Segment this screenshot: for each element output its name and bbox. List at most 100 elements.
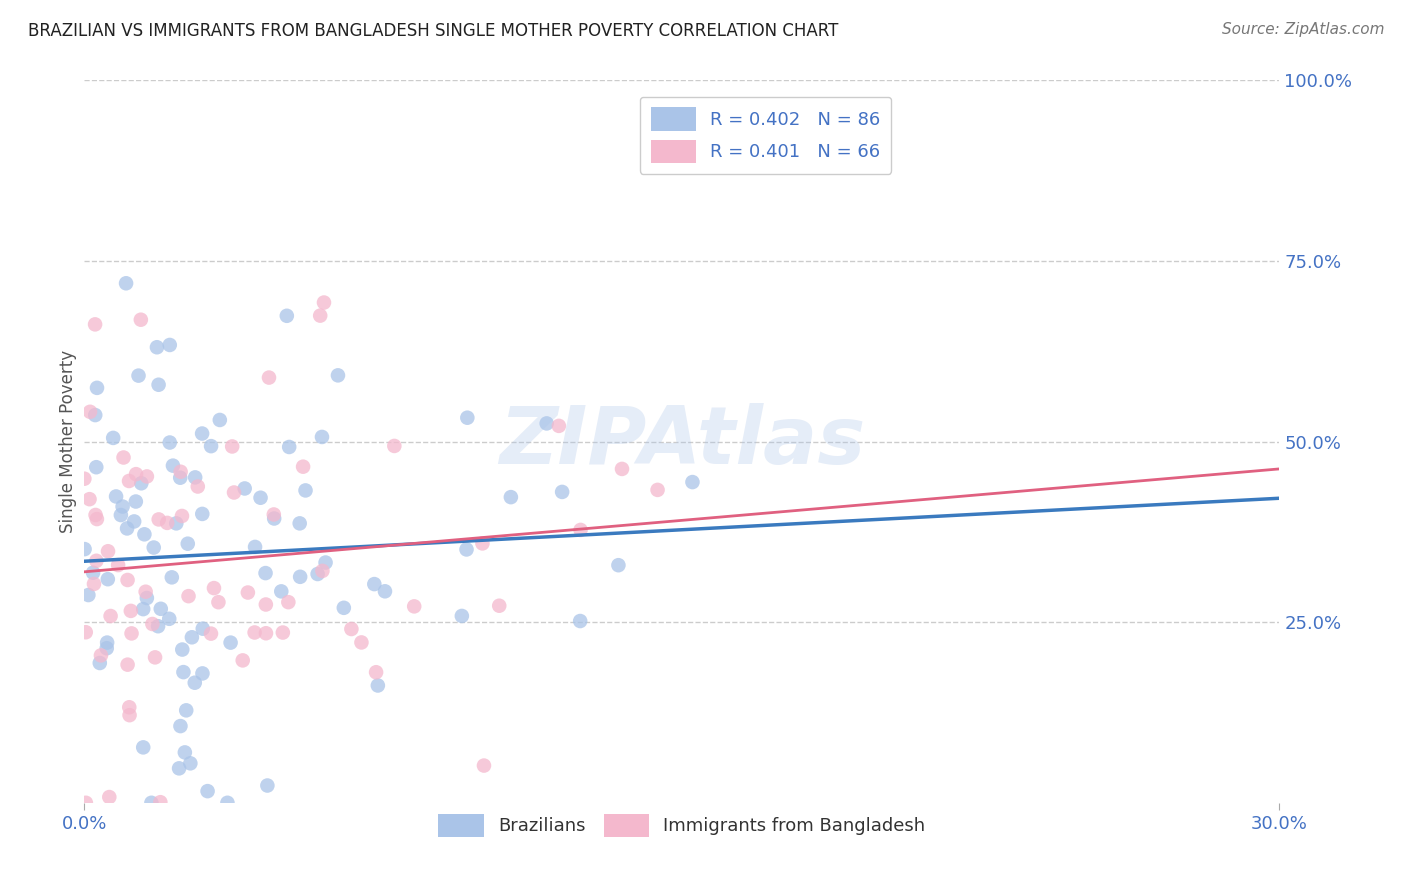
Point bbox=[125, 467, 148, 482]
Point bbox=[79, 405, 101, 419]
Point bbox=[456, 410, 478, 425]
Point bbox=[84, 460, 107, 475]
Point bbox=[191, 507, 214, 521]
Point bbox=[170, 508, 193, 523]
Text: ZIPAtlas: ZIPAtlas bbox=[499, 402, 865, 481]
Y-axis label: Single Mother Poverty: Single Mother Poverty bbox=[59, 350, 77, 533]
Point bbox=[169, 471, 191, 485]
Point bbox=[456, 542, 478, 557]
Point bbox=[165, 516, 187, 531]
Point bbox=[110, 508, 132, 522]
Point bbox=[148, 377, 170, 392]
Point bbox=[122, 515, 145, 529]
Point bbox=[97, 544, 120, 558]
Point bbox=[160, 570, 183, 584]
Point bbox=[315, 556, 337, 570]
Point bbox=[472, 758, 495, 772]
Point bbox=[135, 591, 157, 605]
Point bbox=[157, 612, 180, 626]
Point bbox=[311, 430, 333, 444]
Point bbox=[83, 577, 105, 591]
Point bbox=[167, 761, 190, 775]
Point bbox=[364, 665, 387, 680]
Point bbox=[98, 790, 121, 805]
Point bbox=[134, 527, 156, 541]
Point bbox=[499, 490, 522, 504]
Point bbox=[197, 784, 219, 798]
Point bbox=[236, 585, 259, 599]
Point bbox=[135, 584, 157, 599]
Point bbox=[551, 484, 574, 499]
Point bbox=[73, 542, 96, 557]
Point bbox=[312, 295, 335, 310]
Point bbox=[232, 653, 254, 667]
Point bbox=[221, 440, 243, 454]
Point bbox=[156, 516, 179, 530]
Point bbox=[207, 595, 229, 609]
Point bbox=[115, 277, 138, 291]
Point bbox=[309, 309, 332, 323]
Point bbox=[536, 417, 558, 431]
Point bbox=[84, 408, 107, 422]
Point bbox=[450, 609, 472, 624]
Point bbox=[173, 746, 195, 760]
Point bbox=[82, 566, 104, 580]
Point bbox=[159, 435, 181, 450]
Point bbox=[363, 577, 385, 591]
Point bbox=[135, 469, 157, 483]
Point bbox=[118, 700, 141, 714]
Point bbox=[112, 450, 135, 465]
Point bbox=[75, 625, 97, 640]
Text: Source: ZipAtlas.com: Source: ZipAtlas.com bbox=[1222, 22, 1385, 37]
Point bbox=[350, 635, 373, 649]
Point bbox=[404, 599, 426, 614]
Point bbox=[254, 598, 277, 612]
Point bbox=[75, 796, 97, 810]
Point bbox=[333, 600, 356, 615]
Point bbox=[382, 439, 405, 453]
Point bbox=[243, 625, 266, 640]
Point bbox=[187, 479, 209, 493]
Point bbox=[143, 650, 166, 665]
Point bbox=[103, 431, 125, 445]
Point bbox=[249, 491, 271, 505]
Point bbox=[263, 511, 285, 525]
Point bbox=[132, 602, 155, 616]
Point bbox=[84, 318, 107, 332]
Point bbox=[200, 626, 222, 640]
Point bbox=[288, 570, 311, 584]
Point bbox=[107, 558, 129, 572]
Point bbox=[149, 795, 172, 809]
Point bbox=[177, 589, 200, 603]
Point bbox=[374, 584, 396, 599]
Point bbox=[97, 572, 120, 586]
Point bbox=[117, 657, 139, 672]
Point bbox=[254, 566, 277, 580]
Point bbox=[340, 622, 363, 636]
Point bbox=[217, 796, 239, 810]
Point bbox=[162, 458, 184, 473]
Point bbox=[121, 626, 143, 640]
Point bbox=[294, 483, 316, 498]
Point bbox=[243, 540, 266, 554]
Point bbox=[647, 483, 669, 497]
Point bbox=[146, 619, 169, 633]
Point bbox=[141, 617, 163, 632]
Point bbox=[172, 665, 194, 679]
Point bbox=[292, 459, 315, 474]
Point bbox=[254, 626, 277, 640]
Point bbox=[174, 703, 197, 717]
Point bbox=[202, 581, 225, 595]
Point bbox=[96, 635, 118, 649]
Point bbox=[96, 641, 118, 656]
Point bbox=[184, 675, 207, 690]
Point bbox=[191, 666, 214, 681]
Point bbox=[682, 475, 704, 489]
Point bbox=[488, 599, 510, 613]
Point bbox=[326, 368, 349, 383]
Point bbox=[111, 500, 134, 514]
Text: BRAZILIAN VS IMMIGRANTS FROM BANGLADESH SINGLE MOTHER POVERTY CORRELATION CHART: BRAZILIAN VS IMMIGRANTS FROM BANGLADESH … bbox=[28, 22, 838, 40]
Point bbox=[569, 523, 592, 537]
Point bbox=[172, 642, 194, 657]
Point bbox=[270, 584, 292, 599]
